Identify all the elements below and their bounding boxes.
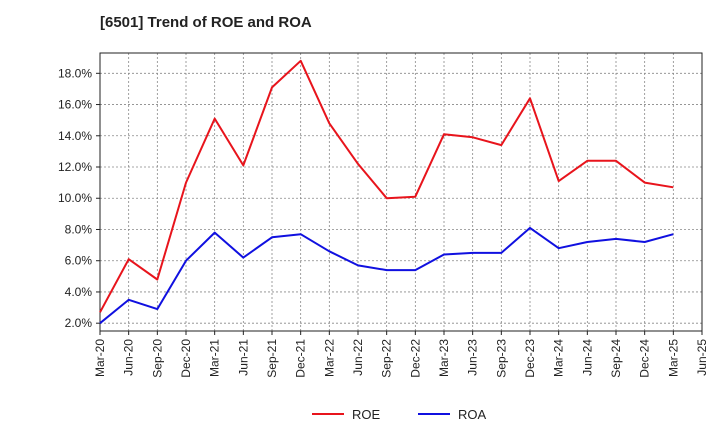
x-tick-label: Jun-22 xyxy=(351,339,365,376)
x-tick-label: Jun-20 xyxy=(122,339,136,376)
x-tick-label: Sep-24 xyxy=(609,339,623,378)
x-tick-label: Sep-21 xyxy=(265,339,279,378)
x-tick-label: Dec-20 xyxy=(179,339,193,378)
legend: ROE ROA xyxy=(312,407,487,422)
y-tick-label: 4.0% xyxy=(65,285,93,299)
y-tick-label: 12.0% xyxy=(58,160,92,174)
y-tick-label: 16.0% xyxy=(58,98,92,112)
y-tick-label: 6.0% xyxy=(65,254,93,268)
chart-title: [6501] Trend of ROE and ROA xyxy=(100,14,312,31)
x-tick-label: Mar-21 xyxy=(208,339,222,377)
series-line-roa xyxy=(99,226,674,324)
x-tick-label: Mar-24 xyxy=(552,339,566,377)
y-tick-label: 18.0% xyxy=(58,66,92,80)
plot-area xyxy=(100,53,702,331)
x-tick-label: Dec-22 xyxy=(408,339,422,378)
x-tick-label: Dec-23 xyxy=(523,339,537,378)
plot-frame xyxy=(99,52,703,332)
x-tick-label: Mar-23 xyxy=(437,339,451,377)
x-tick-label: Sep-23 xyxy=(494,339,508,378)
y-tick-label: 2.0% xyxy=(65,316,93,330)
x-tick-label: Jun-23 xyxy=(466,339,480,376)
x-tick-label: Jun-25 xyxy=(695,339,709,376)
x-tick-label: Dec-21 xyxy=(294,339,308,378)
y-tick-label: 8.0% xyxy=(65,222,93,236)
x-tick-label: Mar-25 xyxy=(666,339,680,377)
x-tick-label: Dec-24 xyxy=(638,339,652,378)
x-tick-label: Mar-20 xyxy=(93,339,107,377)
y-tick-label: 14.0% xyxy=(58,129,92,143)
legend-label-roe: ROE xyxy=(352,407,381,422)
x-tick-label: Sep-20 xyxy=(150,339,164,378)
x-tick-label: Mar-22 xyxy=(322,339,336,377)
y-tick-label: 10.0% xyxy=(58,191,92,205)
x-tick-label: Jun-24 xyxy=(580,339,594,376)
x-tick-label: Sep-22 xyxy=(380,339,394,378)
series-line-roe xyxy=(99,59,674,313)
legend-label-roa: ROA xyxy=(458,407,487,422)
x-tick-label: Jun-21 xyxy=(236,339,250,376)
